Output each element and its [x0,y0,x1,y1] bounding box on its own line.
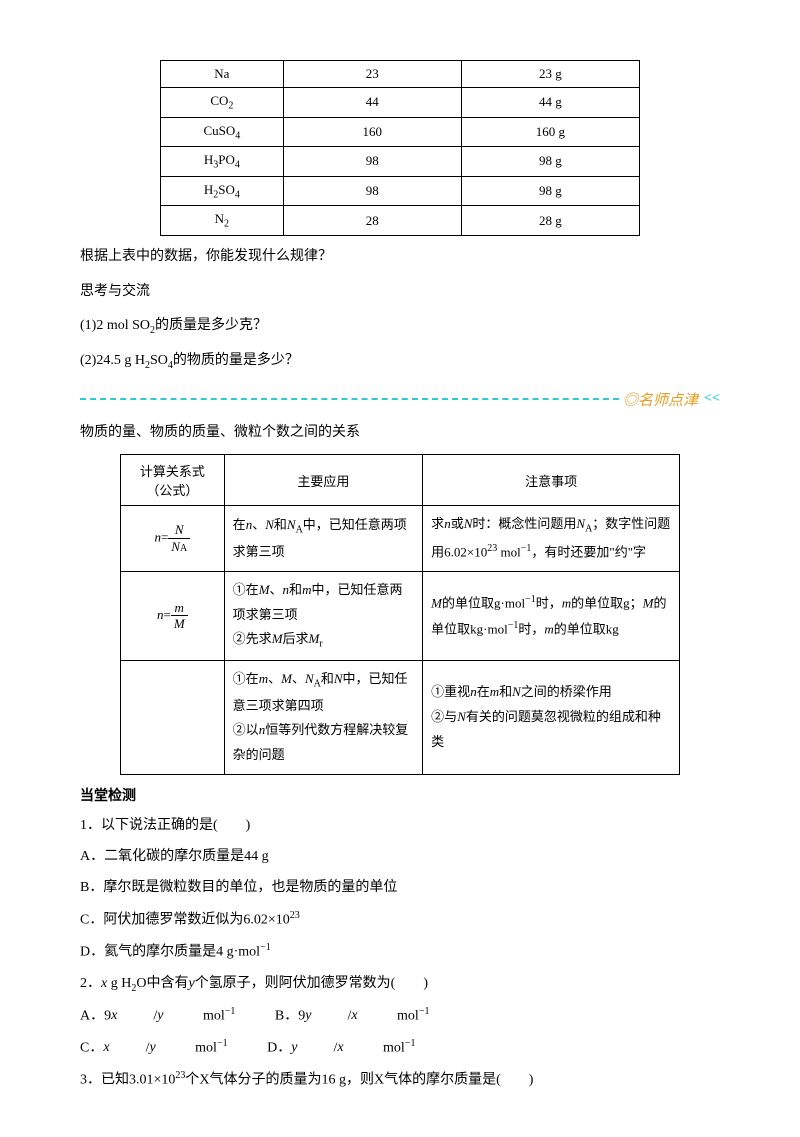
table-row: n=mM①在M、n和m中，已知任意两项求第三项②先求M后求MrM的单位取g·mo… [121,571,680,660]
q1-option-c: C．阿伏加德罗常数近似为6.02×1023 [80,905,720,935]
mr-cell: 28 [283,206,461,236]
substance-cell: H2SO4 [161,176,284,206]
col-formula-header: 计算关系式 （公式） [121,455,225,506]
think-q1: (1)2 mol SO2的质量是多少克？ [80,313,720,340]
formula-cell: n=NNA [121,506,225,572]
table-row: CO24444 g [161,88,640,118]
mass-cell: 28 g [461,206,639,236]
mass-cell: 98 g [461,147,639,177]
formula-cell [121,660,225,774]
think-heading: 思考与交流 [80,279,720,306]
divider-arrows-icon: << [702,391,720,407]
table-row: N22828 g [161,206,640,236]
substance-cell: N2 [161,206,284,236]
mr-cell: 23 [283,61,461,88]
mass-cell: 98 g [461,176,639,206]
q2-stem: 2．x g H2O中含有y个氢原子，则阿伏加德罗常数为( ) [80,969,720,999]
q1-option-d: D．氦气的摩尔质量是4 g·mol−1 [80,937,720,967]
table-row: H3PO49898 g [161,147,640,177]
substance-table: Na2323 gCO24444 gCuSO4160160 gH3PO49898 … [160,60,640,236]
table-row: ①在m、M、NA和N中，已知任意三项求第四项②以n恒等列代数方程解决较复杂的问题… [121,660,680,774]
table-question: 根据上表中的数据，你能发现什么规律？ [80,244,720,271]
q1-stem: 1．以下说法正确的是( ) [80,811,720,840]
mass-cell: 44 g [461,88,639,118]
relations-table: 计算关系式 （公式） 主要应用 注意事项 n=NNA在n、N和NA中，已知任意两… [120,454,680,774]
notes-cell: ①重视n在m和N之间的桥梁作用②与N有关的问题莫忽视微粒的组成和种类 [423,660,680,774]
mass-cell: 160 g [461,117,639,147]
q3-stem: 3．已知3.01×1023个X气体分子的质量为16 g，则X气体的摩尔质量是( … [80,1065,720,1095]
relations-title: 物质的量、物质的质量、微粒个数之间的关系 [80,420,720,447]
substance-cell: Na [161,61,284,88]
mr-cell: 98 [283,176,461,206]
q2-options-row1: A．9x/y mol−1 B．9y/x mol−1 [80,1001,720,1031]
col-application-header: 主要应用 [224,455,423,506]
divider-label: ◎名师点津 [619,389,702,410]
q2-options-row2: C．x/y mol−1 D．y/x mol−1 [80,1033,720,1063]
q2-option-d: D．y/x mol−1 [267,1033,415,1063]
application-cell: 在n、N和NA中，已知任意两项求第三项 [224,506,423,572]
table-row: H2SO49898 g [161,176,640,206]
mr-cell: 160 [283,117,461,147]
notes-cell: 求n或N时：概念性问题用NA；数字性问题用6.02×1023 mol−1，有时还… [423,506,680,572]
mass-cell: 23 g [461,61,639,88]
q1-option-b: B．摩尔既是微粒数目的单位，也是物质的量的单位 [80,873,720,902]
substance-cell: CuSO4 [161,117,284,147]
table-row: n=NNA在n、N和NA中，已知任意两项求第三项求n或N时：概念性问题用NA；数… [121,506,680,572]
section-divider: ◎名师点津 << [80,389,720,410]
q2-option-b: B．9y/x mol−1 [275,1001,430,1031]
q2-option-a: A．9x/y mol−1 [80,1001,235,1031]
q1-option-a: A．二氧化碳的摩尔质量是44 g [80,842,720,871]
table-row: CuSO4160160 g [161,117,640,147]
application-cell: ①在m、M、NA和N中，已知任意三项求第四项②以n恒等列代数方程解决较复杂的问题 [224,660,423,774]
mr-cell: 98 [283,147,461,177]
q2-option-c: C．x/y mol−1 [80,1033,228,1063]
divider-line [80,398,619,400]
application-cell: ①在M、n和m中，已知任意两项求第三项②先求M后求Mr [224,571,423,660]
notes-cell: M的单位取g·mol−1时，m的单位取g；M的单位取kg·mol−1时，m的单位… [423,571,680,660]
think-q2: (2)24.5 g H2SO4的物质的量是多少？ [80,348,720,375]
quiz-heading: 当堂检测 [80,785,720,805]
substance-cell: H3PO4 [161,147,284,177]
formula-cell: n=mM [121,571,225,660]
substance-cell: CO2 [161,88,284,118]
mr-cell: 44 [283,88,461,118]
col-notes-header: 注意事项 [423,455,680,506]
table-row: Na2323 g [161,61,640,88]
